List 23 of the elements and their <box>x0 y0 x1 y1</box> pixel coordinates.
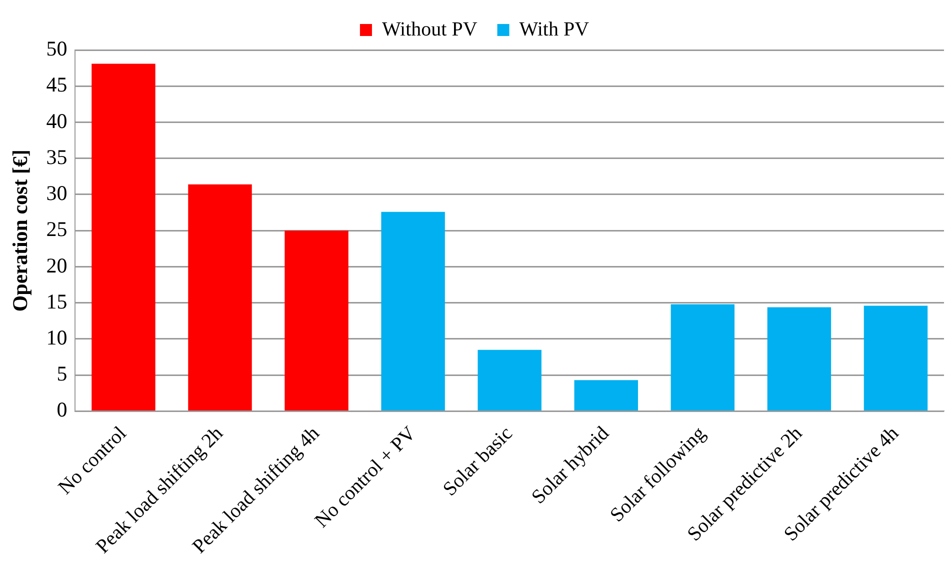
bar <box>478 350 542 410</box>
bar <box>767 307 832 410</box>
y-axis-title: Operation cost [€] <box>8 150 32 312</box>
y-tick-label: 30 <box>46 181 68 206</box>
legend-label: With PV <box>519 18 590 40</box>
bar <box>188 184 252 410</box>
legend-label: Without PV <box>382 18 478 40</box>
y-tick-label: 10 <box>46 326 68 350</box>
y-tick-label: 45 <box>46 72 68 97</box>
y-tick-label: 25 <box>46 217 68 242</box>
y-tick-label: 20 <box>46 253 68 278</box>
bar <box>92 64 156 410</box>
bar <box>864 306 928 410</box>
bar <box>284 230 348 410</box>
bar <box>381 212 445 410</box>
y-tick-label: 0 <box>56 398 68 422</box>
y-tick-label: 5 <box>56 362 68 386</box>
y-tick-label: 35 <box>46 144 68 169</box>
y-tick-label: 15 <box>46 289 68 314</box>
bar <box>574 380 638 410</box>
y-tick-label: 40 <box>46 108 68 133</box>
bar <box>670 304 735 410</box>
y-tick-label: 50 <box>46 36 68 61</box>
